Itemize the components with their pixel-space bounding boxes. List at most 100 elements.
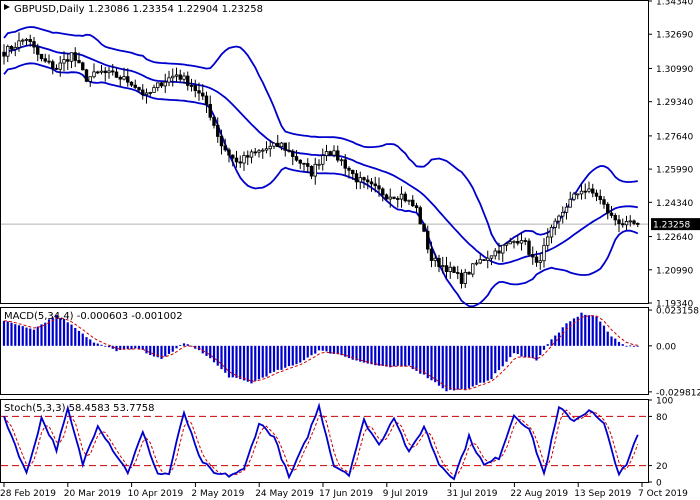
candle-body bbox=[572, 193, 576, 200]
candle-body bbox=[594, 192, 599, 197]
macd-bar bbox=[340, 345, 343, 356]
candle-body bbox=[141, 89, 145, 95]
macd-bar bbox=[130, 345, 133, 350]
stoch-tick-label: 80 bbox=[656, 413, 668, 423]
macd-bar bbox=[115, 345, 118, 352]
candle-body bbox=[264, 148, 269, 151]
macd-bar bbox=[445, 345, 448, 392]
candle-body bbox=[531, 254, 535, 258]
candle-body bbox=[317, 163, 321, 166]
macd-bar bbox=[362, 345, 366, 363]
macd-bar bbox=[111, 345, 114, 349]
candle-body bbox=[309, 165, 314, 177]
price-tick-label: 1.20990 bbox=[656, 266, 693, 276]
candle-body bbox=[418, 207, 422, 225]
candle-body bbox=[433, 257, 437, 261]
candle-body bbox=[324, 151, 329, 156]
macd-bar bbox=[355, 345, 358, 361]
macd-bar bbox=[392, 345, 396, 367]
macd-bar bbox=[242, 345, 246, 381]
candle-body bbox=[493, 250, 497, 257]
macd-bar bbox=[479, 345, 482, 383]
macd-bar bbox=[209, 345, 212, 359]
candle-body bbox=[204, 95, 209, 105]
macd-panel-frame bbox=[0, 307, 649, 395]
macd-bar bbox=[482, 345, 486, 383]
candle-body bbox=[396, 198, 400, 200]
bb-lower-line bbox=[3, 62, 639, 308]
macd-bar bbox=[554, 335, 557, 346]
candle-body bbox=[306, 163, 310, 167]
candle-body bbox=[21, 39, 25, 42]
candle-body bbox=[88, 76, 92, 82]
candle-body bbox=[546, 236, 550, 246]
macd-bar bbox=[269, 345, 272, 374]
macd-bar bbox=[227, 345, 231, 378]
macd-bar bbox=[629, 345, 632, 347]
price-tick-label: 1.30990 bbox=[656, 65, 693, 75]
candle-body bbox=[452, 266, 456, 273]
candle-body bbox=[99, 70, 104, 73]
candle-body bbox=[358, 177, 362, 183]
candle-body bbox=[84, 69, 89, 82]
candle-body bbox=[441, 265, 445, 268]
candle-body bbox=[197, 90, 201, 94]
candle-body bbox=[579, 190, 584, 195]
macd-bar bbox=[257, 345, 261, 380]
macd-bar bbox=[89, 339, 92, 346]
last-price-label: 1.23258 bbox=[653, 221, 690, 231]
candle-body bbox=[377, 185, 381, 190]
candle-body bbox=[636, 223, 640, 225]
candle-body bbox=[54, 67, 59, 70]
price-tick-label: 1.34340 bbox=[656, 0, 693, 8]
price-axis: 1.34340 1.32690 1.30990 1.29340 1.27640 1.259… bbox=[648, 0, 693, 310]
stoch-panel: 100 80 20 0 Stoch(5,3,3) 58.4583 53.7758 bbox=[0, 397, 673, 489]
candle-body bbox=[223, 145, 227, 151]
candle-body bbox=[126, 76, 130, 83]
macd-bar bbox=[437, 345, 441, 386]
macd-bar bbox=[415, 345, 418, 371]
candle-body bbox=[542, 244, 546, 262]
macd-bar bbox=[310, 345, 313, 356]
macd-bar bbox=[456, 345, 459, 390]
macd-bar bbox=[610, 336, 613, 346]
candle-body bbox=[261, 149, 265, 152]
macd-bar bbox=[250, 345, 253, 384]
candle-body bbox=[482, 259, 486, 261]
candle-body bbox=[144, 92, 149, 95]
macd-bar bbox=[374, 345, 377, 366]
macd-bar bbox=[32, 329, 36, 346]
date-tick-label: 24 May 2019 bbox=[255, 489, 314, 499]
candle-body bbox=[429, 248, 434, 261]
candle-body bbox=[6, 46, 10, 57]
macd-bar bbox=[497, 345, 501, 371]
candle-body bbox=[51, 61, 55, 69]
macd-bar bbox=[572, 318, 576, 346]
macd-bar bbox=[464, 345, 467, 391]
macd-bar bbox=[614, 338, 617, 346]
macd-bar bbox=[419, 345, 422, 374]
candle-body bbox=[332, 150, 336, 156]
candle-body bbox=[313, 163, 317, 177]
macd-bar bbox=[606, 331, 609, 346]
macd-bar bbox=[295, 345, 298, 365]
macd-bar bbox=[527, 345, 531, 358]
candle-body bbox=[497, 250, 501, 254]
candle-body bbox=[171, 75, 175, 79]
macd-bar bbox=[36, 326, 39, 346]
candle-body bbox=[467, 271, 471, 275]
macd-bar bbox=[539, 345, 542, 356]
macd-bar bbox=[524, 345, 527, 358]
candle-body bbox=[129, 81, 134, 86]
candle-body bbox=[201, 92, 205, 97]
macd-bar bbox=[171, 345, 174, 352]
candle-body bbox=[47, 60, 51, 63]
candle-body bbox=[381, 188, 385, 196]
candle-body bbox=[388, 196, 392, 200]
macd-bar bbox=[149, 345, 152, 356]
candle-body bbox=[373, 183, 377, 187]
macd-bar bbox=[66, 322, 69, 346]
macd-bar bbox=[359, 345, 362, 362]
candle-body bbox=[133, 84, 137, 88]
candle-body bbox=[178, 74, 182, 80]
